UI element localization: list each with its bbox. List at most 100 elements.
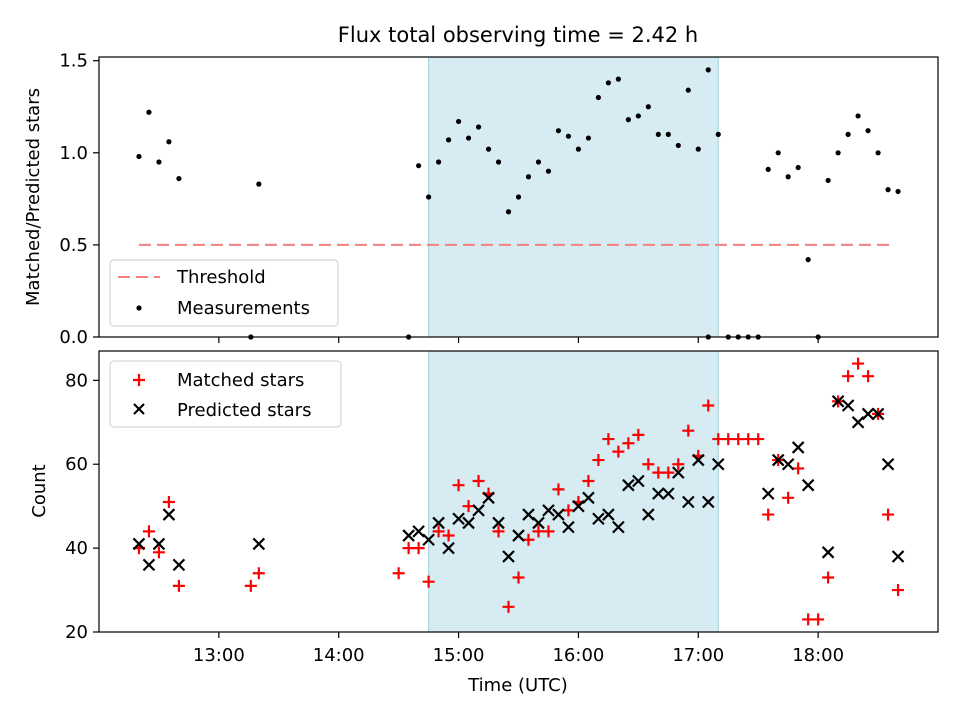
predicted-star-point [532,516,545,530]
y-tick-label: 20 [65,622,88,643]
bottom-marks [132,357,905,626]
predicted-star-point [582,491,595,505]
measurement-point [775,150,781,156]
measurement-point [695,146,701,152]
predicted-star-point [402,529,415,542]
predicted-star-point [672,466,685,479]
predicted-star-point [552,508,565,521]
predicted-star-point [592,512,605,526]
matched-star-point [632,428,645,441]
matched-star-point [812,613,825,626]
predicted-star-point [422,533,435,547]
matched-star-point [582,475,595,488]
predicted-star-point [432,516,445,530]
measurement-point [845,131,851,137]
measurement-point [875,150,881,156]
measurement-point [685,87,691,93]
y-tick-label: 0.0 [59,327,88,348]
matched-star-point [752,433,765,446]
measurement-point [645,104,651,110]
predicted-star-point [572,499,585,513]
measurement-point [555,128,562,134]
predicted-star-point [881,457,895,471]
top-y-ticks: 0.0 0.5 1.0 1.5 [59,51,99,348]
x-tick-label: 14:00 [313,645,365,666]
predicted-star-point [891,550,905,563]
matched-star-point [842,370,855,383]
measurement-point [805,257,811,263]
top-marks [136,67,901,340]
measurement-point [795,164,801,171]
matched-star-point [422,575,435,588]
matched-star-point [852,357,865,370]
measurement-point [625,117,631,123]
matched-star-point [622,437,635,450]
predicted-star-point [482,491,495,505]
matched-star-point [602,433,615,446]
predicted-star-point [831,395,845,408]
predicted-star-point [502,550,515,563]
matched-star-point [172,579,185,592]
measurement-point [166,139,172,145]
predicted-star-point [861,407,875,421]
matched-star-point [452,479,465,492]
measurement-point [485,146,492,152]
matched-star-point [792,462,805,475]
y-tick-label: 1.0 [59,143,88,164]
predicted-star-point [542,504,555,517]
x-tick-label: 15:00 [433,645,485,666]
bottom-x-ticks: 13:00 14:00 15:00 16:00 17:00 18:00 [193,632,844,666]
x-tick-label: 17:00 [672,645,724,666]
matched-star-point [562,504,575,517]
predicted-star-point [771,453,785,467]
top-shaded-region [428,56,719,338]
bottom-axes-frame [98,350,939,633]
measurement-point [146,109,152,115]
top-x-ticks [218,337,819,343]
measurement-point [416,163,422,169]
matched-star-point [592,454,605,467]
measurement-point [585,135,592,141]
top-axes-frame [98,56,939,338]
predicted-star-point [132,537,146,551]
matched-star-point [162,495,175,508]
measurement-point [865,128,871,134]
predicted-star-point [851,416,865,429]
predicted-star-point [602,508,615,521]
predicted-star-point [142,558,156,572]
measurement-point [655,131,661,137]
measurement-point [615,76,621,82]
bottom-legend: Matched stars Predicted stars [109,360,342,428]
bottom-y-ticks: 20 40 60 80 [65,370,99,643]
measurement-point [515,194,522,200]
matched-legend-swatch [133,374,145,386]
predicted-star-point [701,495,715,509]
predicted-star-point [462,516,475,530]
predicted-star-point [761,487,775,500]
measurement-point [635,113,641,119]
measurement-point [855,113,861,119]
measurement-point [785,174,791,180]
predicted-star-point [652,487,665,500]
matched-star-point [502,600,515,613]
matched-star-point [702,399,715,412]
measurement-point [435,159,442,165]
measurement-point [156,159,162,165]
matched-star-point [552,483,565,496]
predicted-star-point [841,399,855,412]
measurement-point [675,142,681,149]
measurement-point [495,159,502,165]
predicted-star-point [622,478,635,492]
measurement-point [765,166,771,172]
predicted-star-point [692,453,705,467]
predicted-star-point [412,525,425,538]
measurement-point [895,188,901,195]
matched-legend-label: Matched stars [177,370,304,391]
predicted-star-point [871,407,885,421]
matched-star-point [612,445,625,458]
x-tick-label: 16:00 [552,645,604,666]
matched-star-point [412,542,425,555]
matched-star-point [432,525,445,538]
bottom-legend-box [109,360,342,428]
